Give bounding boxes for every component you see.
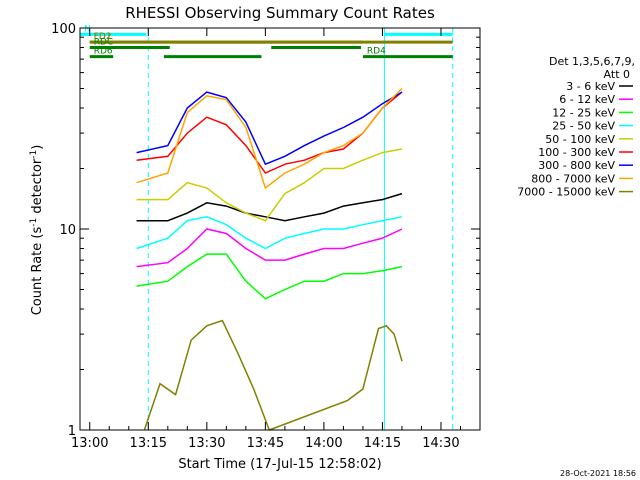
y-axis-label: Count Rate (s-1 detector-1) [29,145,45,316]
plot-frame [79,27,481,431]
x-axis-label: Start Time (17-Jul-15 12:58:02) [178,457,381,472]
series-line-2 [136,253,403,300]
series-line-0 [136,192,403,222]
x-tick-label-0: 13:00 [71,436,108,451]
x-axis: 13:00 13:15 13:30 13:45 14:00 14:15 14:30 [71,28,461,451]
y-axis: 1 10 100 [51,22,480,439]
legend-label-0: 3 - 6 keV [566,80,615,93]
legend-label-4: 50 - 100 keV [545,133,615,146]
legend-header-line1: Det 1,3,5,6,7,9, [549,55,635,68]
y-tick-label-2: 100 [51,22,76,37]
chart-title: RHESSI Observing Summary Count Rates [125,4,435,22]
flag-label-rd4: RD4 [367,47,386,57]
series-line-4 [136,148,403,222]
footer-timestamp: 28-Oct-2021 18:56 [560,469,636,478]
flag-label-fd1: FD1 [94,32,112,42]
legend-label-6: 300 - 800 keV [538,159,615,172]
y-tick-label-1: 10 [59,223,76,238]
series-line-7 [136,87,403,190]
legend-label-5: 100 - 300 keV [538,146,615,159]
y-tick-label-0: 1 [68,424,76,439]
series-line-8 [143,319,403,431]
x-tick-label-4: 14:00 [305,436,342,451]
legend-label-2: 12 - 25 keV [552,106,615,119]
x-tick-label-2: 13:30 [188,436,225,451]
legend-label-3: 25 - 50 keV [552,120,615,133]
series-line-1 [136,228,403,268]
legend-label-8: 7000 - 15000 keV [517,186,615,199]
flag-label-n: N [84,24,91,34]
x-tick-label-1: 13:15 [130,436,167,451]
series-line-3 [136,216,403,250]
flag-label-fd2: FD2 [94,32,112,42]
x-tick-label-3: 13:45 [247,436,284,451]
legend-header-line2: Att 0 [604,68,630,81]
x-tick-label-5: 14:15 [364,436,401,451]
legend-label-7: 800 - 7000 keV [531,172,615,185]
flag-label-rd6: RD6 [94,47,113,57]
series-line-6 [136,91,403,166]
x-tick-label-6: 14:30 [422,436,459,451]
legend-label-1: 6 - 12 keV [559,93,615,106]
flag-label-rdc: RDC [94,37,113,47]
